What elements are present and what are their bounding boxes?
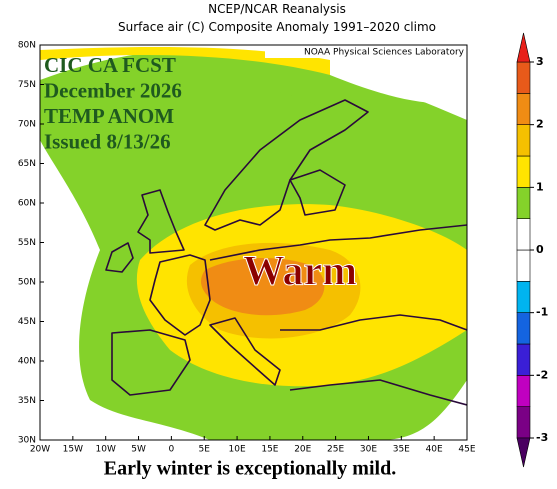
coastline bbox=[111, 329, 191, 396]
colorbar-segment bbox=[516, 187, 531, 219]
lon-label: 5E bbox=[199, 445, 211, 455]
lon-label: 5W bbox=[131, 445, 146, 455]
credit-box bbox=[265, 46, 466, 58]
lat-label: 45N bbox=[18, 317, 36, 327]
colorbar-label: -3 bbox=[536, 431, 548, 444]
map-label: Warm bbox=[243, 249, 357, 295]
lon-label: 25E bbox=[327, 445, 344, 455]
overlay-text: TEMP ANOM bbox=[44, 104, 174, 128]
title: NCEP/NCAR Reanalysis bbox=[208, 2, 346, 16]
colorbar-segment bbox=[516, 124, 531, 157]
anomaly-orange bbox=[200, 258, 325, 316]
lon-label: 40E bbox=[426, 445, 443, 455]
lon-label: 0 bbox=[169, 445, 175, 455]
lat-label: 70N bbox=[18, 120, 36, 130]
overlay-text: Issued 8/13/26 bbox=[44, 130, 171, 154]
anomaly-green bbox=[80, 84, 321, 140]
credit: NOAA Physical Sciences Laboratory bbox=[304, 48, 465, 58]
lat-label: 60N bbox=[18, 199, 36, 209]
colorbar-segment bbox=[516, 281, 531, 313]
lon-label: 20W bbox=[30, 445, 50, 455]
overlay-text: CIC CA FCST bbox=[44, 53, 176, 77]
lat-label: 55N bbox=[18, 238, 36, 248]
lon-label: 15W bbox=[63, 445, 83, 455]
colorbar-label: 3 bbox=[536, 55, 544, 68]
colorbar-label: -1 bbox=[536, 306, 548, 319]
lon-label: 45E bbox=[458, 445, 475, 455]
lon-label: 10W bbox=[96, 445, 116, 455]
coastline bbox=[209, 317, 281, 386]
lon-label: 35E bbox=[393, 445, 410, 455]
colorbar-segment bbox=[516, 93, 531, 125]
lat-label: 75N bbox=[18, 80, 36, 90]
colorbar-segment bbox=[516, 218, 531, 251]
colorbar-label: 0 bbox=[536, 243, 544, 256]
colorbar-segment bbox=[516, 249, 531, 282]
coastline bbox=[209, 224, 467, 261]
colorbar-segment bbox=[516, 375, 531, 407]
colorbar-segment bbox=[516, 155, 531, 188]
lat-label: 30N bbox=[18, 436, 36, 446]
caption: Early winter is exceptionally mild. bbox=[104, 458, 396, 480]
anomaly-none bbox=[330, 60, 467, 104]
colorbar-label: 1 bbox=[536, 180, 544, 193]
colorbar-high bbox=[516, 32, 531, 63]
colorbar-label: 2 bbox=[536, 118, 544, 131]
colorbar-segment bbox=[516, 312, 531, 345]
colorbar-low bbox=[516, 437, 531, 468]
lon-label: 30E bbox=[360, 445, 377, 455]
coastline bbox=[105, 242, 134, 273]
anomaly-yellow bbox=[40, 47, 330, 75]
coastline bbox=[204, 99, 369, 231]
lat-label: 80N bbox=[18, 41, 36, 51]
coastline bbox=[289, 169, 346, 216]
map-area: NOAA Physical Sciences Laboratory CIC CA… bbox=[39, 44, 468, 441]
colorbar-segment bbox=[516, 406, 531, 439]
lat-label: 65N bbox=[18, 159, 36, 169]
coastline bbox=[149, 254, 211, 336]
coastline bbox=[137, 189, 185, 254]
colorbar-segment bbox=[516, 61, 531, 94]
colorbar-label: -2 bbox=[536, 368, 548, 381]
lon-label: 15E bbox=[261, 445, 278, 455]
lon-label: 20E bbox=[294, 445, 311, 455]
lat-label: 50N bbox=[18, 278, 36, 288]
subtitle: Surface air (C) Composite Anomaly 1991–2… bbox=[118, 20, 436, 34]
lat-label: 35N bbox=[18, 396, 36, 406]
coastline bbox=[289, 379, 467, 406]
coastline bbox=[280, 314, 467, 331]
overlay-text: December 2026 bbox=[44, 79, 182, 103]
colorbar-segment bbox=[516, 343, 531, 376]
lat-label: 40N bbox=[18, 357, 36, 367]
lon-label: 10E bbox=[229, 445, 246, 455]
